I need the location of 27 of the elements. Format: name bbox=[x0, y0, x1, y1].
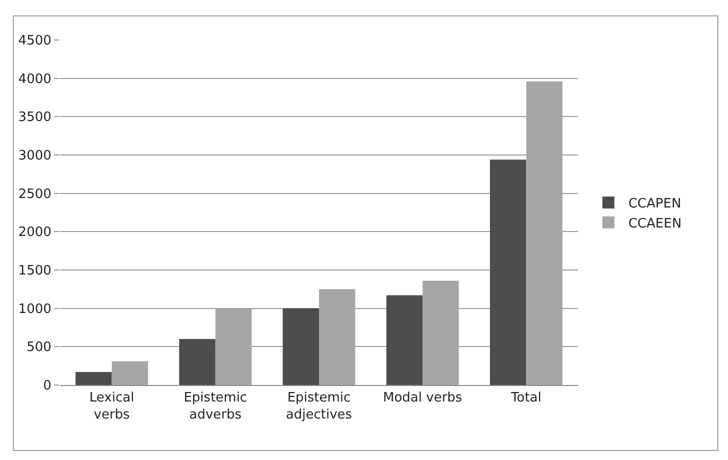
x-tick-label: Total bbox=[510, 390, 542, 406]
y-tick-label: 4500 bbox=[18, 34, 52, 49]
y-tick-label: 0 bbox=[43, 378, 52, 394]
bar bbox=[179, 339, 216, 385]
bar bbox=[490, 160, 526, 385]
bar bbox=[215, 308, 252, 385]
bar bbox=[422, 280, 459, 385]
x-tick-label: Epistemic adjectives bbox=[286, 390, 352, 422]
bar bbox=[386, 295, 423, 385]
y-tick-label: 4000 bbox=[18, 72, 52, 87]
y-tick-label: 3000 bbox=[18, 148, 52, 164]
x-tick-label: Epistemic adverbs bbox=[184, 390, 248, 422]
y-tick-label: 1500 bbox=[18, 264, 52, 279]
bar bbox=[319, 289, 356, 385]
legend-label: CCAEEN bbox=[628, 216, 682, 232]
y-tick-label: 2500 bbox=[18, 186, 52, 202]
bar bbox=[112, 361, 148, 385]
bar bbox=[76, 372, 112, 385]
y-tick-label: 500 bbox=[26, 340, 52, 356]
legend-label: CCAPEN bbox=[628, 196, 682, 212]
x-tick-label: Lexical verbs bbox=[89, 390, 134, 422]
x-tick-label: Modal verbs bbox=[383, 390, 462, 406]
bar bbox=[526, 81, 562, 385]
y-tick-label: 1000 bbox=[18, 302, 52, 317]
bar bbox=[282, 308, 319, 385]
y-tick-label: 2000 bbox=[18, 225, 52, 240]
y-tick-label: 3500 bbox=[18, 110, 52, 126]
